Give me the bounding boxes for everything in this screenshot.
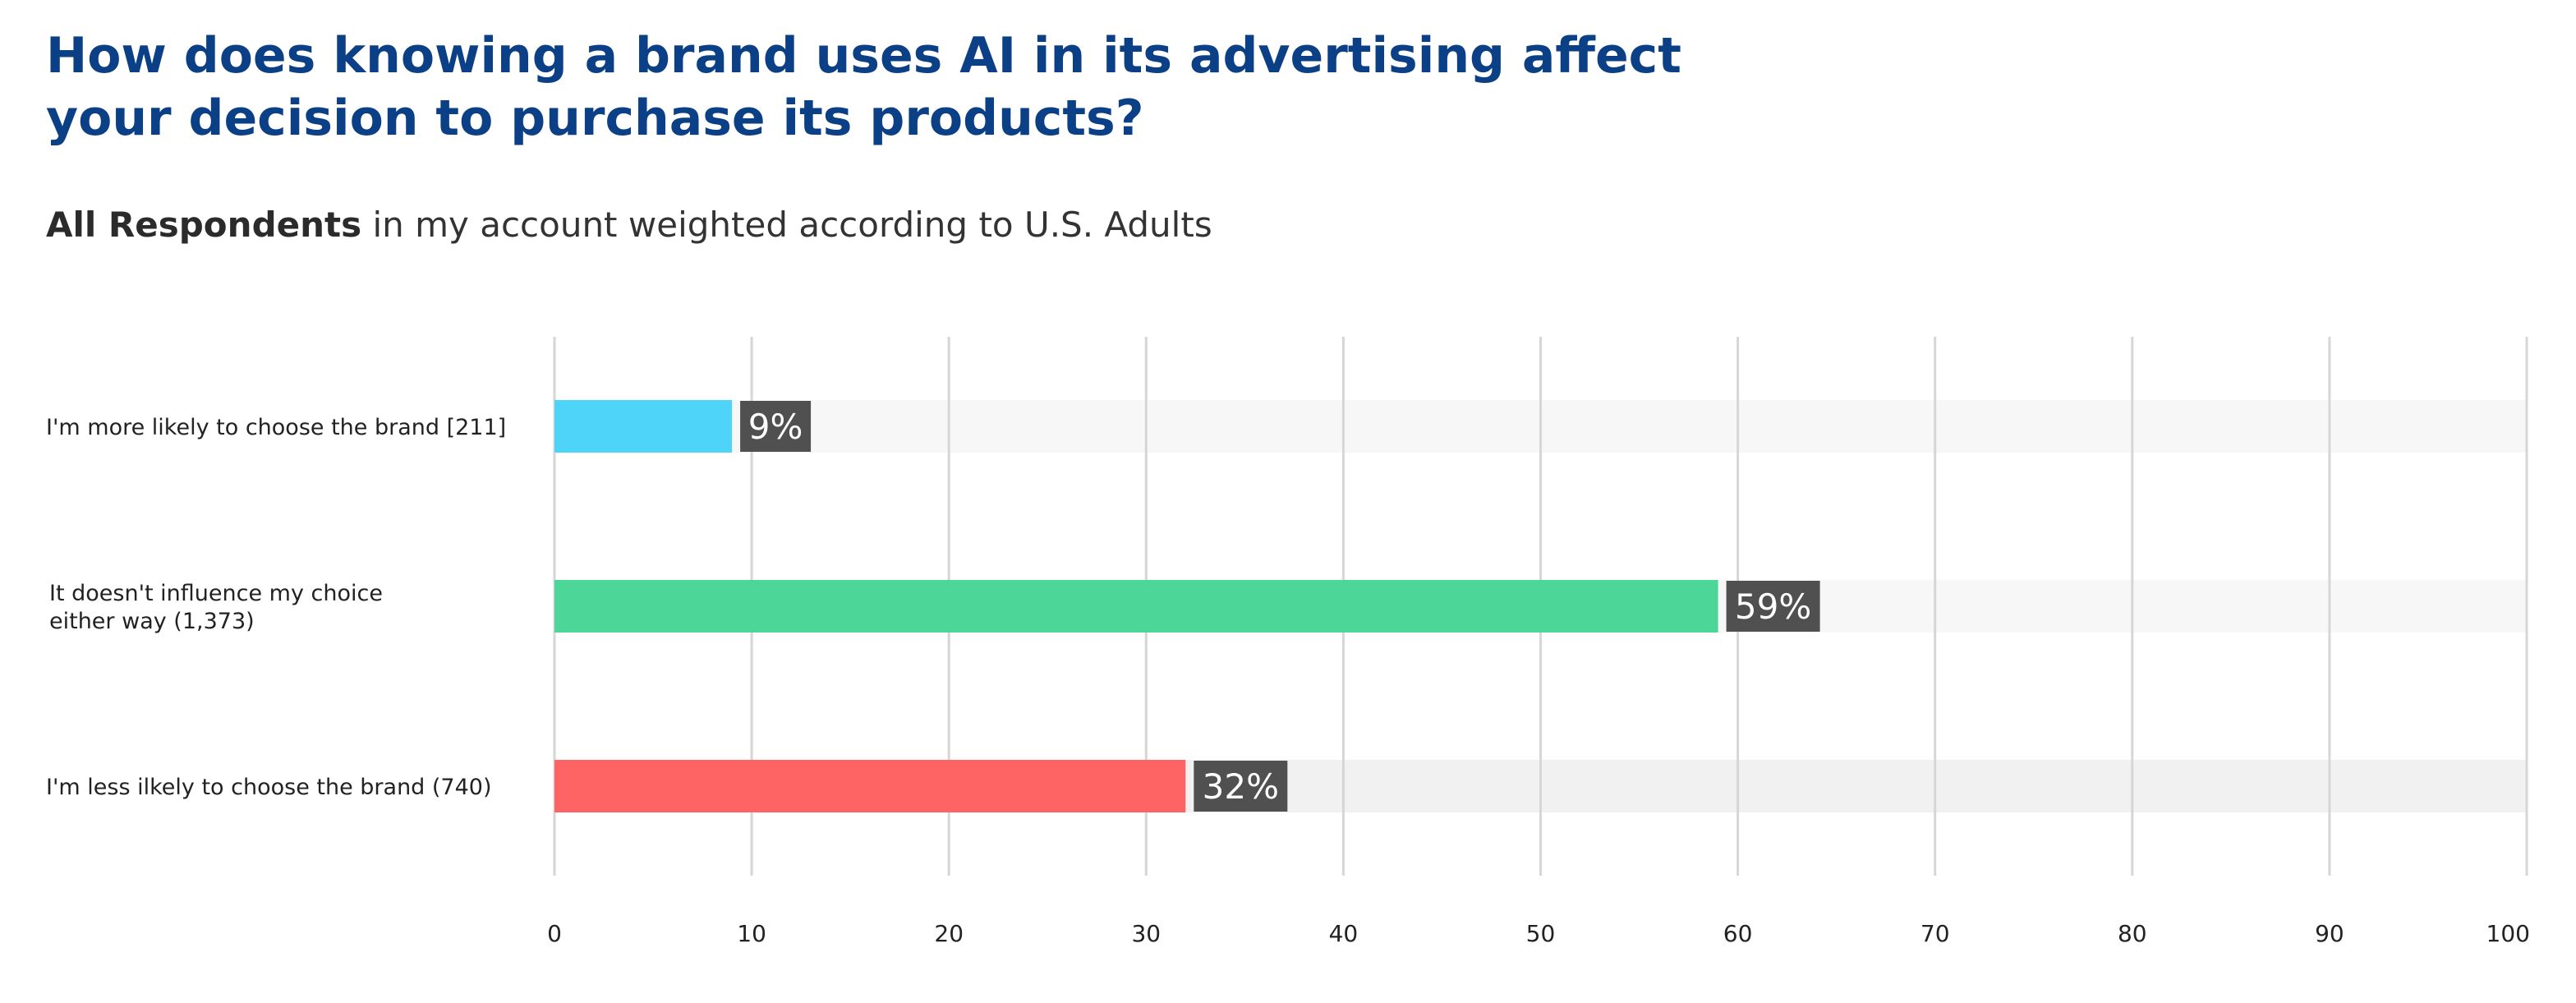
value-label: 9% [740,401,812,452]
x-tick-label: 100 [2486,920,2530,947]
chart-title-line: How does knowing a brand uses AI in its … [46,27,1681,85]
value-label-box [1194,761,1288,812]
x-tick-label: 60 [1723,920,1753,947]
x-tick-label: 30 [1131,920,1161,947]
bars [554,400,1718,812]
category-label-line: either way (1,373) [49,609,255,634]
x-tick-label: 70 [1920,920,1950,947]
value-label-box [740,401,812,452]
category-label: I'm more likely to choose the brand [211… [46,415,506,440]
chart-title: How does knowing a brand uses AI in its … [46,25,1771,150]
value-label: 32% [1194,761,1288,812]
x-tick-label: 40 [1329,920,1359,947]
x-tick-label: 10 [737,920,766,947]
subtitle-text: in my account weighted according to U.S.… [361,205,1212,245]
category-label-line: I'm less ilkely to choose the brand (740… [46,775,492,800]
category-label-line: It doesn't influence my choice [49,581,383,606]
bar [554,580,1718,633]
value-label-text: 32% [1203,766,1279,807]
value-labels: 9% 59% 32% [740,401,1820,812]
value-label-text: 59% [1735,587,1811,627]
x-tick-label: 90 [2315,920,2344,947]
bar [554,400,733,453]
subtitle-emphasis: All Respondents [46,205,362,245]
x-tick-label: 80 [2118,920,2147,947]
bar [554,760,1186,812]
x-tick-labels: 0 10 20 30 40 50 60 70 80 90 100 [547,920,2530,947]
category-labels: I'm more likely to choose the brand [211… [46,415,506,800]
chart-subtitle: All Respondents in my account weighted a… [46,200,1212,250]
x-tick-label: 20 [934,920,964,947]
value-label-text: 9% [748,407,803,447]
category-label-line: I'm more likely to choose the brand [211… [46,415,506,440]
value-label-box [1726,581,1820,632]
x-tick-label: 50 [1526,920,1556,947]
category-label: It doesn't influence my choice either way… [49,581,383,634]
chart-title-line: your decision to purchase its products? [46,90,1144,147]
value-label: 59% [1726,581,1820,632]
x-tick-label: 0 [547,920,562,947]
category-label: I'm less ilkely to choose the brand (740… [46,775,492,800]
